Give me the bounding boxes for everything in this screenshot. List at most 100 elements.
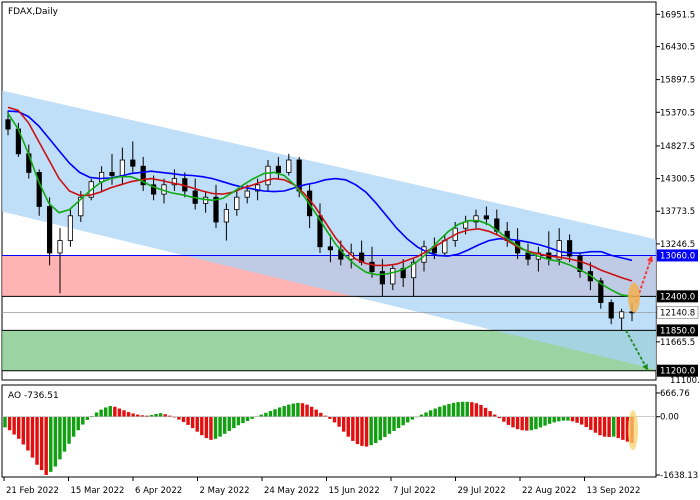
ao-bar: [268, 411, 273, 417]
x-tick-label: 22 Aug 2022: [522, 486, 576, 496]
ao-bar: [447, 403, 451, 417]
arrow-up-head: [647, 255, 653, 263]
ao-bar: [341, 416, 346, 432]
ao-bar: [607, 416, 611, 437]
ao-bar: [337, 416, 341, 427]
y-tick-label: 14300.5: [660, 175, 695, 185]
candle-body: [390, 268, 396, 285]
ao-bar: [589, 416, 593, 430]
arrow-up-shaft: [635, 255, 653, 303]
price-axis: 11665.5 12140.8 13246.5 13773.5 14300.5 14827…: [656, 10, 700, 386]
ao-bar: [300, 403, 305, 417]
candle-body: [234, 196, 240, 210]
ao-bar: [117, 408, 122, 417]
candle-body: [265, 165, 271, 186]
ao-bar: [282, 406, 286, 417]
x-tick-label: 29 Jul 2022: [458, 486, 506, 496]
ao-bar: [611, 416, 616, 437]
ao-bar: [177, 416, 181, 420]
ao-bar: [451, 402, 456, 417]
ao-bar: [136, 414, 140, 417]
ao-bar: [483, 407, 488, 417]
ao-bar: [351, 416, 355, 441]
x-tick-label: 2 May 2022: [200, 486, 250, 496]
ao-tick-label: 0.00: [660, 413, 679, 423]
ao-bar: [323, 415, 328, 417]
chart-title: FDAX,Daily: [8, 7, 59, 17]
ao-tick-label: 666.76: [660, 389, 690, 399]
candle-body: [317, 215, 323, 248]
ao-bar: [602, 416, 607, 437]
candle-body: [525, 252, 531, 260]
current-price-box: [656, 306, 699, 319]
candle-body: [379, 271, 386, 285]
ao-bar: [511, 416, 515, 428]
level-label-box: [657, 249, 698, 262]
ao-bar: [488, 411, 492, 417]
y-tick-label: 11665.5: [660, 338, 695, 348]
ao-bar: [319, 412, 323, 417]
ao-bar: [204, 416, 209, 439]
moving-averages-layer: [7, 106, 633, 298]
ao-bar: [26, 416, 30, 451]
ao-bar: [621, 416, 625, 440]
candle-body: [99, 172, 105, 183]
candle-body: [109, 172, 115, 176]
ao-bar: [309, 406, 314, 417]
ao-bar: [456, 402, 460, 417]
y-tick-label: 14827.5: [660, 142, 695, 152]
x-tick-label: 7 Jul 2022: [393, 486, 436, 496]
candle-body: [150, 184, 157, 195]
ao-bar: [154, 413, 158, 417]
candle-body: [442, 240, 448, 254]
ao-bar: [328, 416, 332, 419]
y-tick-label: 16951.5: [660, 10, 695, 20]
candle-body: [244, 190, 250, 198]
ao-bar: [131, 413, 135, 417]
ao-bar: [428, 410, 433, 417]
x-tick-label: 6 Apr 2022: [135, 486, 182, 496]
level-label: 12400.0: [660, 292, 695, 302]
ao-bar: [241, 416, 245, 424]
ao-bar: [81, 416, 85, 425]
ao-bar: [273, 409, 277, 417]
ao-bar: [561, 416, 566, 421]
ao-bar: [355, 416, 360, 445]
ao-bar: [62, 416, 67, 452]
ao-bar: [39, 416, 44, 471]
ao-bar: [506, 416, 511, 425]
ao-bar: [17, 416, 21, 439]
ao-bar: [465, 401, 469, 417]
ao-bar: [369, 416, 373, 446]
ao-bar: [360, 416, 364, 446]
candle-body: [369, 261, 375, 272]
arrow-down-head: [642, 363, 648, 371]
ao-bar: [200, 416, 204, 436]
level-label-box: [657, 364, 698, 377]
ao-bar: [108, 406, 112, 417]
ao-bar: [140, 415, 145, 417]
ao-bar: [566, 416, 570, 421]
ao-bar: [122, 410, 126, 417]
ao-bar: [479, 404, 483, 417]
ao-bar: [71, 416, 76, 437]
candle-body: [598, 280, 604, 303]
ao-bar: [158, 413, 163, 417]
trend-channel: [2, 90, 656, 370]
candle-body: [327, 246, 334, 251]
ao-bar: [387, 416, 392, 434]
ao-bar: [190, 416, 195, 429]
ao-bar: [492, 414, 497, 417]
ao-bar: [227, 416, 231, 431]
ao-bar: [520, 416, 524, 431]
x-tick-label: 21 Feb 2022: [6, 486, 59, 496]
ao-bar: [575, 416, 579, 423]
ao-bar: [474, 403, 479, 417]
ao-bar: [598, 416, 602, 436]
ao-bar: [401, 416, 405, 426]
ao-bar: [21, 416, 26, 445]
ao-bar: [424, 412, 428, 417]
ao-bar: [364, 416, 369, 447]
ao-bar: [186, 416, 190, 425]
level-label: 11850.0: [660, 326, 695, 336]
